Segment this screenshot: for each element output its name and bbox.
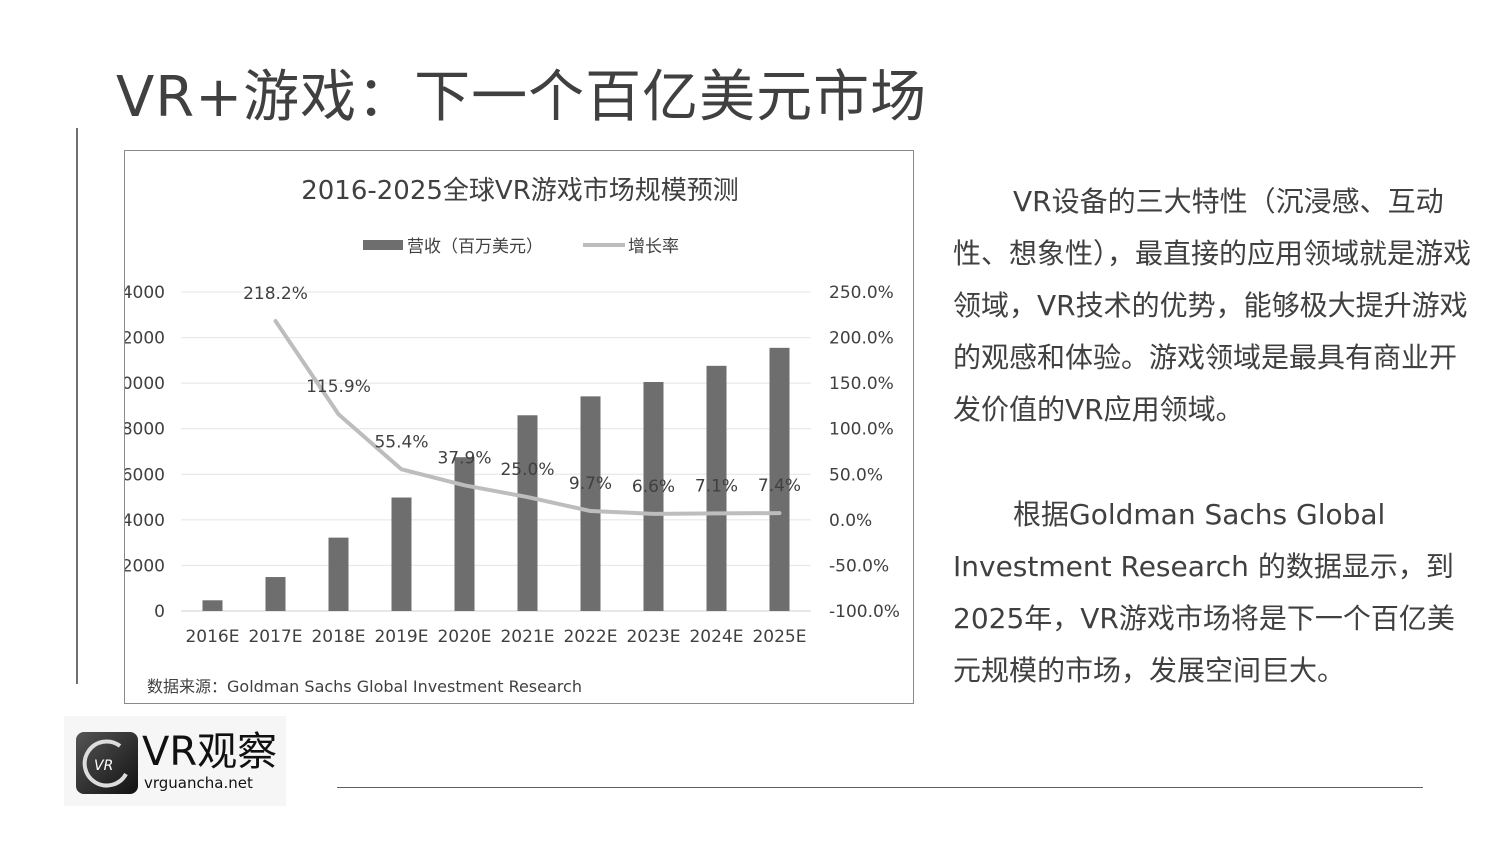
growth-data-label: 7.4% xyxy=(758,476,801,496)
data-source-note: 数据来源：Goldman Sachs Global Investment Res… xyxy=(147,677,582,696)
bar xyxy=(454,457,475,611)
growth-data-label: 9.7% xyxy=(569,474,612,494)
y-right-tick-label: 150.0% xyxy=(829,374,894,394)
paragraph-text: 根据Goldman Sachs Global Investment Resear… xyxy=(953,498,1455,687)
y-left-tick-label: 8000 xyxy=(125,420,165,440)
y-left-tick-label: 4000 xyxy=(125,511,165,531)
growth-data-label: 37.9% xyxy=(437,448,491,468)
x-tick-label: 2019E xyxy=(374,627,428,647)
growth-data-label: 7.1% xyxy=(695,476,738,496)
y-right-tick-label: 250.0% xyxy=(829,283,894,303)
y-left-tick-label: 6000 xyxy=(125,465,165,485)
footer-divider xyxy=(337,787,1423,788)
x-tick-label: 2022E xyxy=(563,627,617,647)
y-right-tick-label: 100.0% xyxy=(829,420,894,440)
bar xyxy=(769,347,790,611)
x-tick-label: 2023E xyxy=(626,627,680,647)
x-tick-label: 2020E xyxy=(437,627,491,647)
logo-swoosh-icon: VR xyxy=(82,739,128,788)
growth-data-label: 218.2% xyxy=(243,284,308,304)
y-right-tick-label: -50.0% xyxy=(829,556,889,576)
bar xyxy=(643,382,664,611)
decorative-vertical-line xyxy=(76,128,78,684)
x-tick-label: 2016E xyxy=(185,627,239,647)
bar xyxy=(202,600,223,611)
y-right-tick-label: 0.0% xyxy=(829,511,872,531)
chart-legend: 营收（百万美元） 增长率 xyxy=(363,237,679,257)
x-tick-label: 2025E xyxy=(752,627,806,647)
y-left-tick-label: 0 xyxy=(154,602,165,622)
growth-data-label: 25.0% xyxy=(500,460,554,480)
vr-logo-icon: VR xyxy=(76,732,138,794)
y-right-tick-label: 200.0% xyxy=(829,329,894,349)
growth-rate-line xyxy=(273,318,782,516)
growth-data-label: 115.9% xyxy=(306,377,371,397)
growth-data-label: 6.6% xyxy=(632,477,675,497)
body-paragraph-2: 根据Goldman Sachs Global Investment Resear… xyxy=(953,489,1473,697)
y-right-tick-label: -100.0% xyxy=(829,602,900,622)
bar xyxy=(391,497,412,611)
legend-swatch-revenue xyxy=(363,240,403,250)
legend-label-revenue: 营收（百万美元） xyxy=(407,237,543,257)
bar xyxy=(328,537,349,611)
x-tick-label: 2018E xyxy=(311,627,365,647)
y-left-tick-label: 2000 xyxy=(125,556,165,576)
bar xyxy=(580,396,601,611)
chart-container: 2016-2025全球VR游戏市场规模预测 营收（百万美元） 增长率 218.2… xyxy=(124,150,914,704)
paragraph-text: VR设备的三大特性（沉浸感、互动性、想象性），最直接的应用领域就是游戏领域，VR… xyxy=(953,185,1472,426)
y-right-tick-label: 50.0% xyxy=(829,465,883,485)
growth-data-label: 55.4% xyxy=(374,432,428,452)
logo-url: vrguancha.net xyxy=(144,774,253,792)
bar xyxy=(517,415,538,611)
x-tick-label: 2024E xyxy=(689,627,743,647)
body-paragraph-1: VR设备的三大特性（沉浸感、互动性、想象性），最直接的应用领域就是游戏领域，VR… xyxy=(953,176,1473,436)
legend-label-growth: 增长率 xyxy=(628,237,679,257)
chart-svg: 2016-2025全球VR游戏市场规模预测 营收（百万美元） 增长率 218.2… xyxy=(125,176,900,647)
x-tick-label: 2017E xyxy=(248,627,302,647)
y-left-tick-label: 14000 xyxy=(125,283,165,303)
vrguancha-logo: VR VR观察 vrguancha.net xyxy=(64,716,286,806)
chart-title: 2016-2025全球VR游戏市场规模预测 xyxy=(301,176,739,206)
bar xyxy=(265,577,286,611)
bar xyxy=(706,365,727,611)
slide-title: VR+游戏：下一个百亿美元市场 xyxy=(116,65,928,130)
svg-text:VR: VR xyxy=(94,758,113,774)
x-tick-label: 2021E xyxy=(500,627,554,647)
y-left-tick-label: 12000 xyxy=(125,329,165,349)
logo-name: VR观察 xyxy=(142,729,278,775)
y-left-tick-label: 10000 xyxy=(125,374,165,394)
